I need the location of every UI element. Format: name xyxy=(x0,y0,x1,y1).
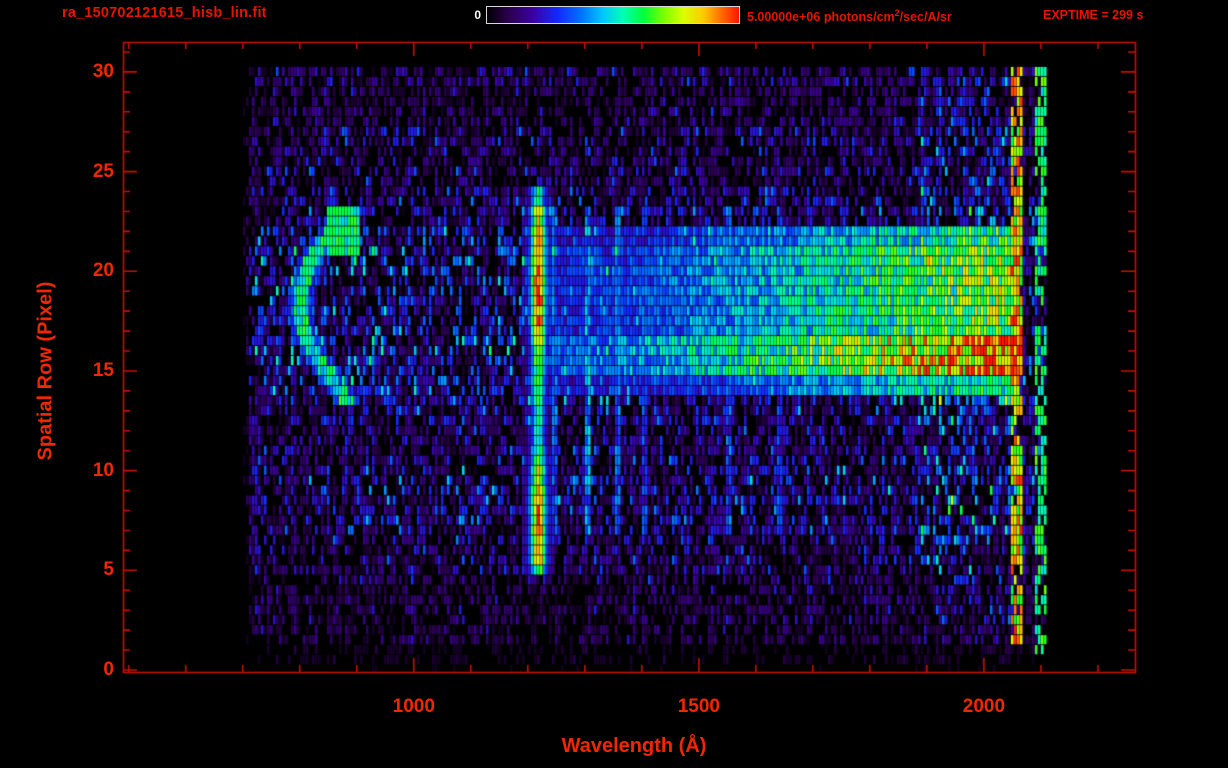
y-tick-label: 15 xyxy=(92,359,114,381)
colorbar-max-superscript: 2 xyxy=(894,8,900,18)
colorbar-min-label: 0 xyxy=(474,8,481,22)
y-tick-label: 5 xyxy=(103,559,114,581)
y-tick-label: 20 xyxy=(92,260,114,282)
x-tick-label: 1000 xyxy=(392,696,435,717)
y-tick-label: 10 xyxy=(92,459,114,481)
colorbar-max-label: 5.00000e+06 photons/cm2/sec/A/sr xyxy=(747,8,952,24)
x-axis-title: Wavelength (Å) xyxy=(561,735,707,757)
y-tick-label: 30 xyxy=(92,60,114,82)
colorbar-gradient xyxy=(486,6,740,24)
exptime-label: EXPTIME = 299 s xyxy=(1043,8,1144,22)
x-tick-label: 2000 xyxy=(962,696,1006,717)
y-axis-title: Spatial Row (Pixel) xyxy=(34,281,57,461)
colorbar-max-value: 5.00000e+06 photons/cm xyxy=(747,10,895,25)
y-tick-label: 25 xyxy=(92,160,114,182)
filename-title: ra_150702121615_hisb_lin.fit xyxy=(62,5,267,21)
y-tick-label: 0 xyxy=(103,659,114,680)
x-tick-label: 1500 xyxy=(677,696,720,717)
colorbar-max-units: /sec/A/sr xyxy=(899,10,952,25)
